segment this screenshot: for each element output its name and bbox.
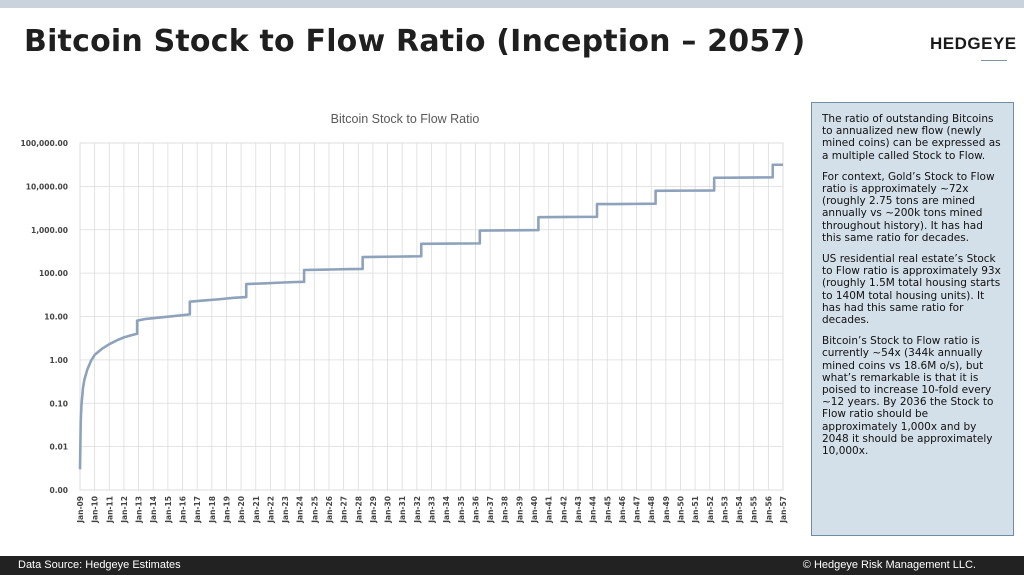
commentary-paragraph-4: Bitcoin’s Stock to Flow ratio is current… [822,335,994,458]
footer-bar: Data Source: Hedgeye Estimates © Hedgeye… [0,556,1024,575]
x-tick-label: Jan-55 [750,496,759,524]
y-tick-label: 0.10 [49,399,68,408]
x-tick-label: Jan-10 [91,496,100,524]
x-tick-label: Jan-34 [442,496,451,524]
x-tick-label: Jan-14 [149,496,158,524]
x-tick-label: Jan-31 [398,496,407,524]
y-tick-label: 0.01 [49,443,68,452]
x-tick-label: Jan-16 [179,496,188,524]
commentary-paragraph-2: For context, Gold’s Stock to Flow ratio … [822,170,995,244]
x-tick-label: Jan-43 [574,496,583,524]
x-tick-label: Jan-21 [252,496,261,524]
x-tick-label: Jan-53 [720,496,729,524]
x-tick-label: Jan-11 [105,496,114,524]
chart-container: Bitcoin Stock to Flow Ratio Jan-09 Jan-10… [0,100,800,540]
x-tick-label: Jan-29 [369,496,378,524]
y-tick-label: 10,000.00 [26,182,68,191]
x-tick-label: Jan-24 [296,496,305,524]
y-tick-label: 10.00 [44,313,68,322]
x-tick-label: Jan-15 [164,496,173,524]
commentary-paragraph-3: US residential real estate’s Stock to Fl… [822,253,1001,327]
x-tick-label: Jan-13 [135,496,144,524]
y-tick-label: 100.00 [39,269,68,278]
y-tick-label: 0.00 [49,486,68,495]
x-tick-label: Jan-56 [764,496,773,524]
x-tick-label: Jan-22 [266,496,275,524]
x-tick-label: Jan-47 [633,496,642,524]
y-tick-label: 100,000.00 [21,139,68,148]
x-tick-label: Jan-09 [76,496,85,524]
x-tick-label: Jan-23 [281,496,290,524]
y-tick-label: 1.00 [49,356,68,365]
y-tick-label: 1,000.00 [31,226,68,235]
chart-title: Bitcoin Stock to Flow Ratio [330,112,480,126]
x-tick-label: Jan-33 [428,496,437,524]
stock-to-flow-series-line [78,163,783,470]
x-tick-label: Jan-39 [515,496,524,524]
x-tick-label: Jan-54 [735,496,744,524]
hedgeye-logo: HEDGEYE [930,34,1017,53]
commentary-panel: The ratio of outstanding Bitcoins to ann… [811,102,1014,536]
x-tick-label: Jan-19 [222,496,231,524]
x-tick-label: Jan-12 [120,496,129,524]
data-source-note: Data Source: Hedgeye Estimates [18,559,181,571]
x-tick-label: Jan-28 [354,496,363,524]
x-tick-label: Jan-30 [384,496,393,524]
x-tick-label: Jan-44 [589,496,598,524]
x-tick-label: Jan-37 [486,496,495,524]
x-tick-label: Jan-32 [413,496,422,524]
x-tick-label: Jan-57 [779,496,788,524]
x-tick-label: Jan-48 [647,496,656,524]
x-tick-label: Jan-25 [310,496,319,524]
x-tick-label: Jan-35 [457,496,466,524]
x-tick-label: Jan-27 [340,496,349,524]
commentary-paragraph-1: The ratio of outstanding Bitcoins to ann… [822,113,1001,162]
x-tick-label: Jan-38 [501,496,510,524]
top-accent-stripe [0,0,1024,8]
x-tick-label: Jan-26 [325,496,334,524]
x-tick-label: Jan-18 [208,496,217,524]
x-tick-label: Jan-20 [237,496,246,524]
x-tick-label: Jan-50 [676,496,685,524]
x-tick-label: Jan-17 [193,496,202,524]
x-tick-label: Jan-40 [530,496,539,524]
x-tick-label: Jan-51 [691,496,700,524]
slide-title: Bitcoin Stock to Flow Ratio (Inception –… [24,24,806,59]
stock-to-flow-chart: Jan-09 Jan-10 Jan-11 Jan-12 Jan-13 Jan-14 Jan-… [21,139,788,524]
x-tick-label: Jan-52 [706,496,715,524]
x-tick-label: Jan-45 [603,496,612,524]
x-tick-label: Jan-42 [559,496,568,524]
logo-underline [981,60,1007,61]
x-tick-label: Jan-49 [662,496,671,524]
x-tick-label: Jan-46 [618,496,627,524]
copyright-note: © Hedgeye Risk Management LLC. [802,559,976,571]
x-tick-label: Jan-41 [545,496,554,524]
x-tick-label: Jan-36 [471,496,480,524]
